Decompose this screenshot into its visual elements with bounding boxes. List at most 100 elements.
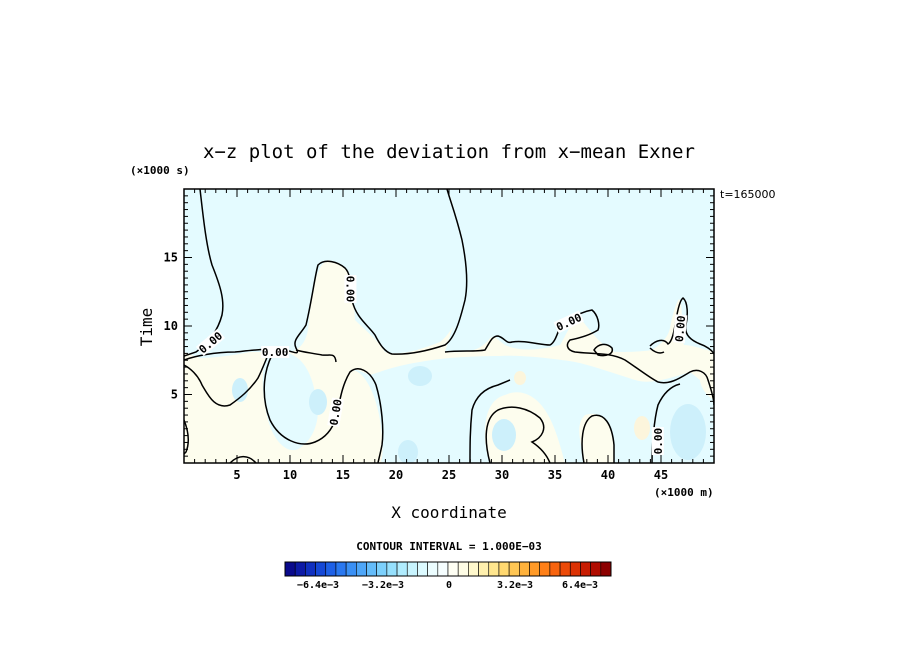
contour-label: 0.00 [343, 275, 357, 304]
negative-region [347, 355, 714, 463]
colorbar-swatch [478, 561, 490, 577]
x-tick-label: 15 [336, 468, 350, 482]
contour-label: 0.00 [261, 346, 290, 359]
colorbar-tick-label: 6.4e−3 [562, 580, 598, 591]
contour-label: 0.00 [327, 397, 345, 428]
contour-label-bg [195, 328, 226, 357]
contour-label-bg [327, 397, 344, 428]
colorbar-tick-labels: −6.4e−3 −3.2e−3 0 3.2e−3 6.4e−3 [297, 580, 598, 591]
contour-line [593, 343, 614, 357]
x-unit-label: (×1000 m) [654, 486, 714, 499]
colorbar-swatch [437, 561, 449, 577]
contour-label: 0.00 [672, 314, 688, 344]
colorbar-tick-label: 0 [446, 580, 452, 591]
contour-label-bg [553, 310, 585, 334]
y-tick-labels: 5 10 15 [164, 251, 178, 402]
contour-label-bg [651, 427, 664, 456]
x-tick-label: 10 [283, 468, 297, 482]
y-tick-label: 10 [164, 319, 178, 333]
colorbar-swatch [335, 561, 347, 577]
colorbar-swatch [447, 561, 459, 577]
y-axis-title: Time [137, 308, 156, 347]
light-blue-blob [492, 419, 516, 451]
colorbar-swatch [386, 561, 398, 577]
plot-area [184, 189, 714, 463]
y-tick-label: 5 [171, 388, 178, 402]
contour-line [649, 347, 665, 354]
colorbar-swatch [417, 561, 428, 577]
light-yellow-blob [514, 371, 526, 385]
colorbar-swatch [345, 561, 357, 577]
y-tick-label: 15 [164, 251, 178, 265]
contour-line [581, 414, 615, 463]
contour-line [469, 379, 511, 463]
contour-label-text: 0.00 [652, 428, 665, 455]
colorbar-tick-label: −6.4e−3 [297, 580, 339, 591]
contour-label-bg [344, 275, 357, 304]
colorbar-frame [284, 561, 612, 577]
chart-title: x−z plot of the deviation from x−mean Ex… [203, 141, 695, 163]
x-tick-label: 45 [654, 468, 668, 482]
colorbar-swatch [539, 561, 551, 577]
colorbar-swatch [315, 561, 327, 577]
time-label: t=165000 [720, 188, 776, 201]
light-blue-blob [398, 440, 418, 463]
colorbar-swatch [284, 561, 296, 577]
negative-region [445, 189, 714, 353]
colorbar-swatch [580, 561, 591, 577]
light-blue-blob [408, 366, 432, 386]
x-tick-label: 20 [389, 468, 403, 482]
colorbar-swatch [406, 561, 418, 577]
negative-region [184, 189, 223, 353]
colorbar-swatch [559, 561, 571, 577]
x-axis-title: X coordinate [391, 503, 507, 522]
x-tick-label: 25 [442, 468, 456, 482]
colorbar-swatch [376, 561, 388, 577]
negative-region [184, 189, 468, 358]
colorbar-swatch [498, 561, 510, 577]
colorbar-swatch [468, 561, 479, 577]
contour-line [184, 354, 269, 407]
positive-region [330, 369, 383, 463]
contour-label-bg [261, 346, 290, 359]
colorbar-swatch [590, 561, 602, 577]
x-tick-label: 30 [495, 468, 509, 482]
x-tick-labels: 5 10 15 20 25 30 35 40 45 [233, 468, 668, 482]
colorbar-swatch [427, 561, 439, 577]
colorbar-swatch [600, 561, 612, 577]
axis-ticks [184, 189, 714, 463]
x-tick-label: 40 [601, 468, 615, 482]
contour-line [263, 354, 384, 463]
x-tick-label: 5 [233, 468, 240, 482]
light-blue-blob [309, 389, 327, 415]
positive-region [582, 414, 614, 463]
contour-label: 0.00 [651, 427, 665, 456]
colorbar-swatch [488, 561, 500, 577]
x-tick-label: 35 [548, 468, 562, 482]
colorbar-swatch [569, 561, 581, 577]
colorbar-swatch [549, 561, 561, 577]
contour-interval-label: CONTOUR INTERVAL = 1.000E−03 [356, 540, 541, 553]
light-blue-blob [670, 404, 706, 460]
colorbar-swatch [519, 561, 530, 577]
colorbar-swatch [366, 561, 377, 577]
colorbar-swatch [325, 561, 337, 577]
contour-label-bg [672, 314, 688, 344]
colorbar [284, 561, 612, 577]
colorbar-tick-label: −3.2e−3 [362, 580, 404, 591]
colorbar-swatch [396, 561, 408, 577]
colorbar-swatch [508, 561, 520, 577]
y-unit-label: (×1000 s) [130, 164, 190, 177]
contour-line [295, 349, 337, 363]
colorbar-swatch [294, 561, 306, 577]
colorbar-swatch [529, 561, 540, 577]
colorbar-swatch [457, 561, 469, 577]
colorbar-tick-label: 3.2e−3 [497, 580, 533, 591]
contour-line [184, 419, 189, 455]
contour-line [229, 455, 257, 463]
contour-label-text: 0.00 [673, 315, 688, 343]
light-yellow-blob [634, 416, 650, 440]
contour-label-text: 0.00 [327, 398, 344, 426]
colorbar-swatch [356, 561, 367, 577]
